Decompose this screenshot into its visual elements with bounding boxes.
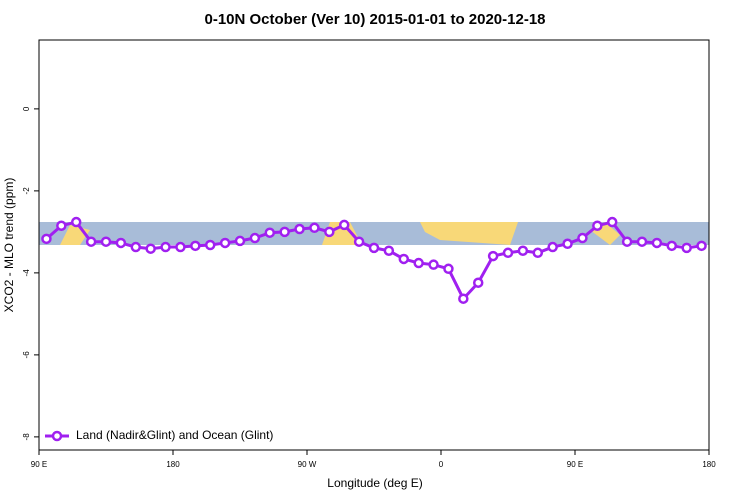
point	[309, 222, 320, 234]
point	[279, 226, 290, 238]
y-tick-label: -8	[22, 433, 31, 441]
x-tick-label: 0	[439, 460, 444, 469]
y-axis-label: XCO2 - MLO trend (ppm)	[2, 178, 16, 313]
point	[145, 243, 156, 254]
y-tick-label: -6	[22, 351, 31, 359]
point	[160, 241, 171, 253]
legend-label: Land (Nadir&Glint) and Ocean (Glint)	[76, 428, 273, 442]
plot-frame	[38, 39, 710, 451]
point	[606, 216, 618, 228]
y-tick-label: 0	[22, 106, 31, 111]
x-tick-label: 180	[702, 460, 716, 469]
point	[398, 253, 410, 265]
point	[443, 263, 454, 275]
point	[532, 247, 544, 259]
point	[41, 233, 52, 245]
point	[487, 250, 499, 262]
point	[264, 227, 276, 238]
x-axis-label: Longitude (deg E)	[327, 476, 422, 490]
point	[428, 259, 439, 270]
point	[592, 220, 603, 231]
point	[70, 216, 82, 228]
point	[562, 238, 573, 250]
point	[294, 223, 305, 235]
point	[458, 293, 469, 304]
point	[190, 240, 201, 252]
x-tick-label: 90 E	[567, 460, 583, 469]
point	[175, 241, 186, 253]
point	[666, 240, 678, 252]
point	[56, 220, 67, 231]
point	[577, 232, 588, 244]
map-strip	[39, 222, 709, 245]
point	[368, 242, 380, 254]
x-tick-label: 90 E	[31, 460, 47, 469]
point	[338, 219, 350, 231]
point	[115, 237, 127, 249]
x-tick-label: 90 W	[298, 460, 317, 469]
point	[234, 235, 246, 247]
point	[413, 257, 424, 269]
point	[502, 247, 514, 259]
point	[517, 245, 529, 256]
point	[681, 242, 692, 254]
point	[219, 237, 231, 249]
point	[636, 236, 648, 247]
point	[85, 236, 97, 247]
point	[696, 240, 707, 252]
point	[204, 239, 216, 251]
point	[324, 226, 335, 238]
point	[383, 245, 395, 256]
x-tick-label: 180	[166, 460, 180, 469]
point	[100, 236, 112, 247]
point	[547, 241, 558, 253]
chart-title: 0-10N October (Ver 10) 2015-01-01 to 202…	[204, 11, 545, 28]
point	[472, 277, 484, 288]
y-tick-label: -2	[22, 187, 31, 195]
y-tick-label: -4	[22, 269, 31, 277]
point	[621, 236, 633, 247]
point	[353, 236, 365, 247]
legend-marker	[51, 430, 63, 442]
point	[651, 237, 663, 249]
point	[249, 232, 261, 244]
point	[130, 241, 142, 253]
